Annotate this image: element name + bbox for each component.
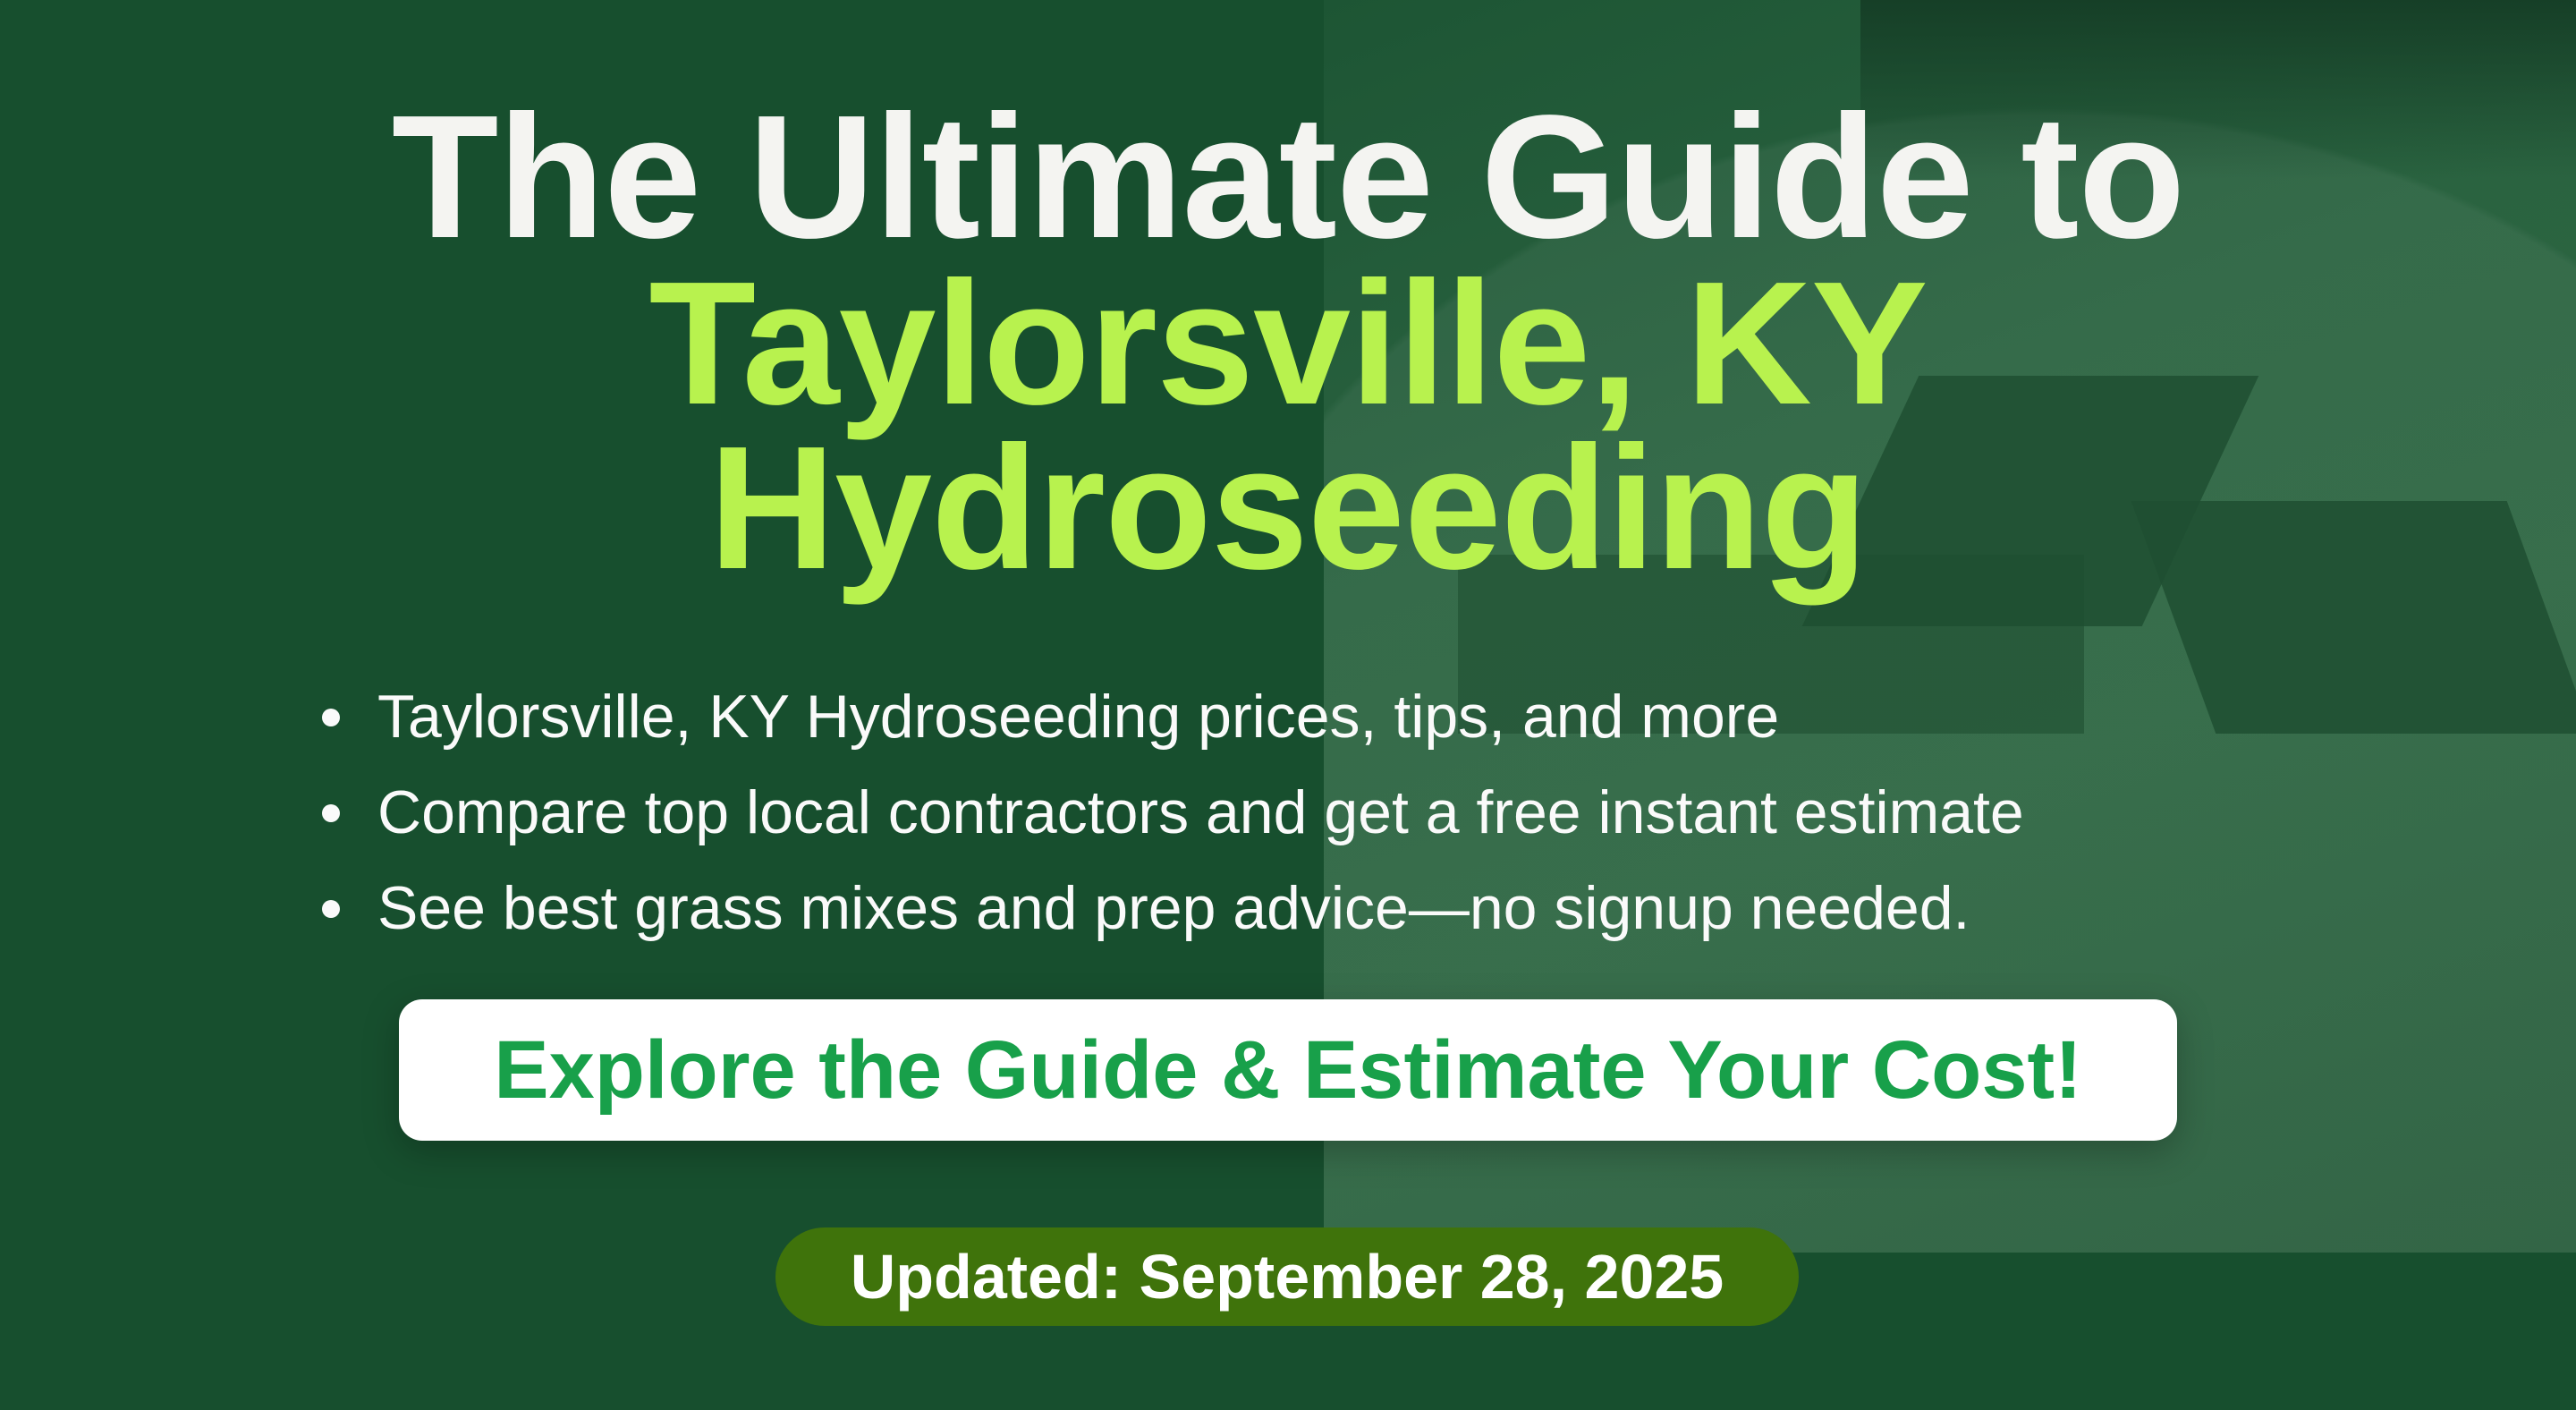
list-item: See best grass mixes and prep advice—no … [322, 861, 2024, 956]
title-line-2: Taylorsville, KY [648, 245, 1928, 441]
list-item: Compare top local contractors and get a … [322, 765, 2024, 861]
bullet-icon [322, 900, 340, 918]
updated-date-badge: Updated: September 28, 2025 [775, 1227, 1799, 1326]
list-item-text: Taylorsville, KY Hydroseeding prices, ti… [377, 683, 1780, 751]
bullet-icon [322, 709, 340, 726]
list-item: Taylorsville, KY Hydroseeding prices, ti… [322, 669, 2024, 765]
bullet-icon [322, 804, 340, 822]
list-item-text: See best grass mixes and prep advice—no … [377, 874, 1970, 942]
explore-guide-button[interactable]: Explore the Guide & Estimate Your Cost! [399, 999, 2177, 1141]
list-item-text: Compare top local contractors and get a … [377, 778, 2024, 846]
house-wall [1458, 555, 2084, 734]
title-line-1: The Ultimate Guide to [391, 79, 2185, 275]
tree-line [1860, 0, 2576, 179]
title-line-3: Hydroseeding [708, 410, 1868, 606]
feature-list: Taylorsville, KY Hydroseeding prices, ti… [322, 669, 2024, 956]
